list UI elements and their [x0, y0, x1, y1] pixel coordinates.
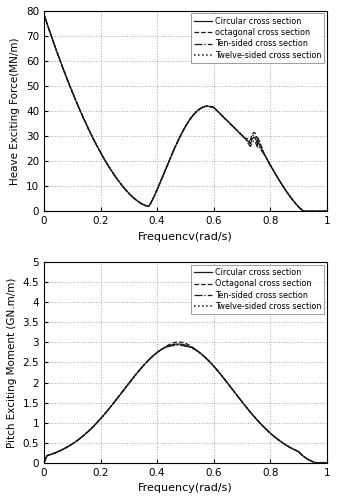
Octagonal cross section [325, 460, 329, 466]
Ten-sided cross section [302, 208, 306, 214]
Circular cross section [56, 448, 60, 454]
Twelve-sided cross section [42, 460, 46, 466]
Line: Twelve-sided cross section: Twelve-sided cross section [44, 14, 327, 211]
octagonal cross section [316, 208, 320, 214]
Circular cross section [172, 342, 176, 347]
Ten-sided cross section [265, 427, 269, 433]
Twelve-sided cross section [302, 208, 306, 214]
Octagonal cross section [177, 339, 181, 345]
Octagonal cross section [316, 460, 320, 466]
Ten-sided cross section [42, 460, 46, 466]
Twelve-sided cross section [42, 12, 46, 18]
Ten-sided cross section [172, 342, 176, 348]
Twelve-sided cross section [316, 460, 320, 466]
Ten-sided cross section [325, 208, 329, 214]
octagonal cross section [56, 53, 60, 59]
Circular cross section [325, 208, 329, 214]
Line: Circular cross section: Circular cross section [44, 14, 327, 211]
Circular cross section [265, 427, 269, 433]
Y-axis label: Pitch Exciting Moment (GN.m/m): Pitch Exciting Moment (GN.m/m) [7, 278, 17, 448]
Twelve-sided cross section [56, 53, 60, 59]
Twelve-sided cross section [172, 146, 176, 152]
octagonal cross section [265, 156, 269, 162]
Twelve-sided cross section [317, 460, 321, 466]
Ten-sided cross section [180, 342, 184, 348]
Circular cross section [265, 156, 269, 162]
Circular cross section [176, 341, 180, 347]
Twelve-sided cross section [265, 156, 269, 162]
Twelve-sided cross section [56, 448, 60, 454]
Line: Twelve-sided cross section: Twelve-sided cross section [44, 345, 327, 463]
Circular cross section [172, 146, 176, 152]
octagonal cross section [317, 208, 321, 214]
Ten-sided cross section [42, 12, 46, 18]
Octagonal cross section [172, 340, 176, 345]
X-axis label: Frequencv(rad/s): Frequencv(rad/s) [138, 232, 233, 241]
Circular cross section [316, 460, 320, 466]
Octagonal cross section [180, 340, 184, 345]
Circular cross section [180, 342, 184, 347]
Y-axis label: Heave Exciting Force(MN/m): Heave Exciting Force(MN/m) [10, 38, 21, 185]
Twelve-sided cross section [325, 208, 329, 214]
octagonal cross section [180, 130, 184, 136]
Circular cross section [317, 460, 321, 466]
Line: Ten-sided cross section: Ten-sided cross section [44, 345, 327, 463]
Circular cross section [325, 460, 329, 466]
Ten-sided cross section [56, 448, 60, 454]
Ten-sided cross section [325, 460, 329, 466]
Line: Ten-sided cross section: Ten-sided cross section [44, 14, 327, 211]
Twelve-sided cross section [316, 208, 320, 214]
Line: Circular cross section: Circular cross section [44, 344, 327, 463]
Octagonal cross section [42, 460, 46, 466]
octagonal cross section [172, 146, 176, 152]
Ten-sided cross section [316, 208, 320, 214]
Twelve-sided cross section [265, 427, 269, 433]
Legend: Circular cross section, octagonal cross section, Ten-sided cross section, Twelve: Circular cross section, octagonal cross … [190, 14, 324, 63]
Twelve-sided cross section [325, 460, 329, 466]
Circular cross section [180, 130, 184, 136]
Line: octagonal cross section: octagonal cross section [44, 14, 327, 211]
Circular cross section [316, 208, 320, 214]
X-axis label: Frequency(rad/s): Frequency(rad/s) [138, 483, 233, 493]
Ten-sided cross section [56, 53, 60, 59]
Circular cross section [302, 208, 306, 214]
Twelve-sided cross section [180, 342, 184, 348]
Twelve-sided cross section [180, 130, 184, 136]
Octagonal cross section [317, 460, 321, 466]
Twelve-sided cross section [176, 342, 180, 348]
Ten-sided cross section [180, 130, 184, 136]
Ten-sided cross section [317, 460, 321, 466]
Ten-sided cross section [317, 208, 321, 214]
Octagonal cross section [56, 448, 60, 454]
Circular cross section [42, 12, 46, 18]
Twelve-sided cross section [317, 208, 321, 214]
Twelve-sided cross section [172, 342, 176, 348]
Ten-sided cross section [316, 460, 320, 466]
Legend: Circular cross section, Octagonal cross section, Ten-sided cross section, Twelve: Circular cross section, Octagonal cross … [190, 265, 324, 314]
Circular cross section [317, 208, 321, 214]
octagonal cross section [302, 208, 306, 214]
Octagonal cross section [265, 427, 269, 433]
Ten-sided cross section [176, 342, 180, 348]
octagonal cross section [325, 208, 329, 214]
Ten-sided cross section [172, 146, 176, 152]
octagonal cross section [42, 12, 46, 18]
Circular cross section [56, 53, 60, 59]
Line: Octagonal cross section: Octagonal cross section [44, 342, 327, 462]
Ten-sided cross section [265, 156, 269, 162]
Circular cross section [42, 460, 46, 466]
